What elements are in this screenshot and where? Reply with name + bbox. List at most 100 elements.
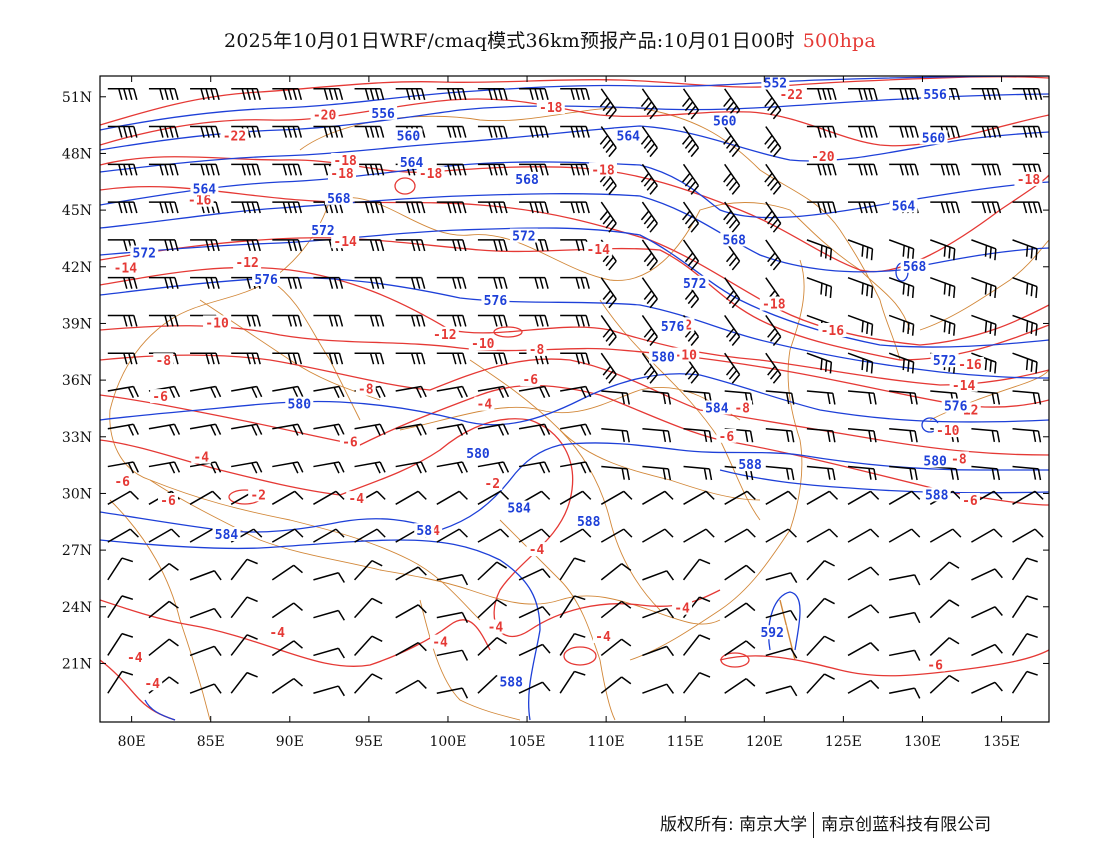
- wind-barb: [313, 88, 344, 100]
- copyright-notice: 版权所有: 南京大学 南京创蓝科技有限公司: [660, 810, 991, 838]
- wind-barb: [395, 201, 426, 214]
- wind-barb: [724, 640, 756, 657]
- wind-barb: [1011, 633, 1038, 656]
- temp-contour-m4c: [100, 659, 176, 721]
- lon-tick-label: 85E: [197, 734, 225, 750]
- height-label: 572: [683, 277, 706, 292]
- wind-barb: [313, 647, 345, 659]
- wind-barb: [436, 201, 467, 214]
- wind-barb: [107, 461, 139, 474]
- wind-barb: [395, 566, 427, 581]
- wind-barb: [682, 558, 711, 581]
- wind-barb: [971, 606, 1003, 619]
- temperature-label: -4: [144, 677, 160, 692]
- wind-barb: [477, 163, 508, 176]
- temperature-label: -18: [333, 154, 357, 169]
- wind-barb: [518, 605, 551, 619]
- wind-barb: [189, 645, 222, 657]
- wind-barb: [1012, 465, 1042, 481]
- height-label: 576: [944, 400, 968, 415]
- height-label-bg: [702, 400, 731, 415]
- lat-tick-label: 33N: [62, 430, 92, 446]
- boundary-central-1: [399, 386, 741, 431]
- wind-barb: [724, 602, 756, 619]
- wind-barb: [724, 315, 741, 346]
- height-label-bg: [397, 154, 426, 169]
- height-label-bg: [513, 171, 542, 186]
- height-label: 580: [288, 398, 312, 413]
- wind-barb: [724, 528, 756, 543]
- temperature-label: -6: [114, 475, 130, 490]
- wind-barb: [231, 385, 263, 398]
- wind-barb: [354, 461, 386, 474]
- wind-barb: [681, 201, 700, 233]
- temperature-label: -6: [152, 390, 168, 405]
- height-label: 564: [617, 129, 641, 144]
- wind-barb: [806, 465, 836, 481]
- wind-barb: [395, 679, 427, 694]
- wind-barb: [971, 643, 1003, 657]
- wind-barb: [477, 423, 510, 436]
- temperature-label: -18: [1017, 173, 1041, 188]
- height-contour-588: [100, 539, 541, 721]
- boundary-south-1: [469, 589, 721, 625]
- wind-barb: [724, 564, 756, 581]
- wind-barb: [354, 352, 385, 365]
- lat-tick-label: 48N: [62, 146, 92, 162]
- temperature-label-bg: [355, 381, 376, 396]
- wind-barb: [848, 163, 878, 176]
- wind-barb: [354, 423, 386, 436]
- wind-barb: [271, 564, 303, 581]
- wind-barb: [601, 465, 630, 481]
- wind-barb: [847, 352, 874, 374]
- height-label-bg: [941, 398, 970, 413]
- wind-barb: [1012, 428, 1042, 443]
- wind-barb: [1012, 490, 1044, 505]
- height-label-bg: [509, 228, 538, 243]
- wind-barb: [765, 647, 798, 659]
- wind-barb: [724, 277, 741, 309]
- wind-barb: [477, 490, 510, 505]
- wind-barb: [477, 239, 508, 252]
- wind-barb: [519, 201, 549, 214]
- wind-barb: [560, 125, 590, 138]
- lon-tick-label: 95E: [355, 734, 383, 750]
- wind-barb: [519, 314, 549, 327]
- wind-barb: [148, 638, 179, 657]
- wind-barb: [971, 314, 997, 336]
- height-label-bg: [190, 181, 219, 196]
- lat-tick-label: 36N: [62, 373, 92, 389]
- height-contour-592: [768, 591, 801, 651]
- temperature-label: -10: [205, 316, 229, 331]
- height-label: 588: [925, 488, 949, 503]
- height-label-bg: [614, 128, 643, 143]
- boundary-japan: [919, 239, 1049, 331]
- wind-barb: [436, 352, 467, 365]
- wind-barb: [971, 201, 1002, 214]
- height-label: 560: [713, 114, 737, 129]
- temperature-label-bg: [592, 629, 613, 643]
- wind-barb: [724, 490, 756, 505]
- temperature-label-bg: [808, 149, 837, 164]
- wind-barb: [1012, 88, 1043, 100]
- temperature-label: -4: [595, 630, 611, 645]
- wind-barb: [600, 676, 632, 694]
- wind-barb: [436, 276, 467, 289]
- temperature-label: -22: [779, 88, 802, 103]
- temperature-label: -2: [484, 477, 500, 492]
- wind-barb: [477, 637, 507, 656]
- temperature-label: -18: [330, 167, 354, 182]
- lat-tick-label: 21N: [62, 656, 92, 672]
- wind-barb: [436, 88, 467, 100]
- wind-barb: [683, 465, 713, 481]
- temperature-label: -18: [539, 101, 563, 116]
- temperature-label-bg: [536, 100, 565, 115]
- temperature-label: -14: [333, 235, 357, 250]
- lon-tick-label: 130E: [904, 734, 941, 750]
- wind-barb: [190, 125, 220, 138]
- height-label: 592: [760, 626, 783, 641]
- wind-barb: [559, 528, 592, 543]
- wind-barbs: [107, 88, 1044, 699]
- height-label-bg: [658, 319, 687, 334]
- wind-barb: [847, 314, 874, 336]
